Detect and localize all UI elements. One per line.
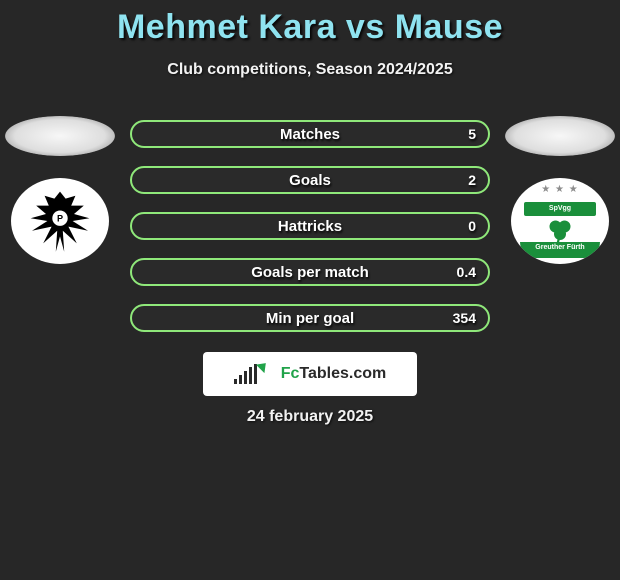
player-face-placeholder-left: [5, 116, 115, 156]
stat-label: Hattricks: [278, 218, 342, 235]
right-player-column: ★ ★ ★ SpVgg Greuther Fürth: [500, 116, 620, 264]
stat-row-goals-per-match: Goals per match 0.4: [130, 258, 490, 286]
club-logo-preussen-icon: P: [11, 178, 109, 264]
stat-value: 354: [453, 310, 476, 326]
stat-label: Min per goal: [266, 310, 354, 327]
svg-text:P: P: [57, 214, 63, 224]
brand-badge: FcTables.com: [203, 352, 417, 396]
stars-icon: ★ ★ ★: [541, 184, 578, 195]
comparison-card: Mehmet Kara vs Mause Club competitions, …: [0, 0, 620, 580]
date-label: 24 february 2025: [247, 408, 373, 426]
stat-row-matches: Matches 5: [130, 120, 490, 148]
stat-value: 0: [468, 218, 476, 234]
club-banner-top: SpVgg: [524, 202, 596, 216]
club-banner-bottom: Greuther Fürth: [520, 242, 600, 258]
stat-label: Matches: [280, 126, 340, 143]
bars-icon: [234, 364, 257, 384]
stat-row-hattricks: Hattricks 0: [130, 212, 490, 240]
stats-list: Matches 5 Goals 2 Hattricks 0 Goals per …: [130, 120, 490, 332]
stat-label: Goals: [289, 172, 331, 189]
arrow-up-icon: [256, 359, 270, 373]
subtitle: Club competitions, Season 2024/2025: [0, 61, 620, 79]
stat-row-min-per-goal: Min per goal 354: [130, 304, 490, 332]
stat-value: 0.4: [457, 264, 476, 280]
stat-value: 5: [468, 126, 476, 142]
player-face-placeholder-right: [505, 116, 615, 156]
club-logo-greuther-icon: ★ ★ ★ SpVgg Greuther Fürth: [511, 178, 609, 264]
eagle-icon: P: [25, 186, 95, 256]
left-player-column: P: [0, 116, 120, 264]
stat-row-goals: Goals 2: [130, 166, 490, 194]
page-title: Mehmet Kara vs Mause: [0, 0, 620, 47]
brand-text: FcTables.com: [281, 365, 387, 383]
stat-label: Goals per match: [251, 264, 369, 281]
stat-value: 2: [468, 172, 476, 188]
